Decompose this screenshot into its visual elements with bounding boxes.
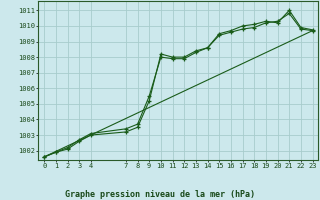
Text: Graphe pression niveau de la mer (hPa): Graphe pression niveau de la mer (hPa) — [65, 190, 255, 199]
